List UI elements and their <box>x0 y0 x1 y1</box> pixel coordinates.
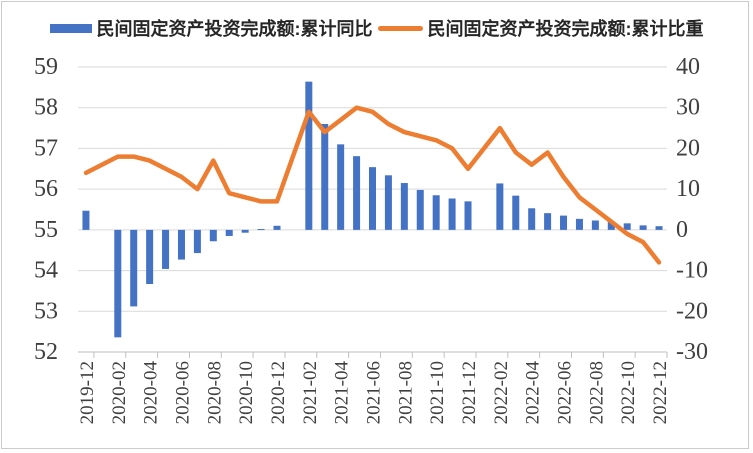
bar <box>177 229 185 260</box>
bar <box>82 210 90 230</box>
bar <box>448 198 456 230</box>
x-axis-tick-label: 2020-12 <box>268 361 289 424</box>
y-axis-right-tick-label: 30 <box>676 95 700 121</box>
bar <box>257 229 265 231</box>
bar <box>146 229 154 285</box>
bar <box>305 81 313 230</box>
x-axis-tick-label: 2022-10 <box>618 361 639 424</box>
bar <box>209 229 217 242</box>
y-axis-right-tick-label: 0 <box>676 217 688 243</box>
legend-bar-swatch <box>49 23 92 33</box>
bar <box>321 124 329 230</box>
bar <box>273 225 281 230</box>
bar <box>464 201 472 230</box>
y-axis-left-tick-label: 56 <box>34 176 58 202</box>
x-axis-tick-label: 2022-08 <box>586 361 607 424</box>
bar <box>512 195 520 230</box>
x-axis-tick-label: 2021-12 <box>459 361 480 424</box>
bar <box>432 195 440 230</box>
x-axis-tick-label: 2021-06 <box>364 361 385 424</box>
y-axis-left-tick-label: 54 <box>34 258 58 284</box>
x-axis-tick-label: 2022-02 <box>491 361 512 424</box>
bar <box>544 213 552 230</box>
bar <box>400 183 408 230</box>
bar <box>416 189 424 230</box>
y-axis-right-tick-label: 10 <box>676 176 700 202</box>
bar <box>639 225 647 230</box>
x-axis-tick-label: 2020-08 <box>204 361 225 424</box>
y-axis-left-tick-label: 57 <box>34 135 58 161</box>
x-axis-tick-label: 2021-08 <box>395 361 416 424</box>
y-axis-right-tick-label: 40 <box>676 54 700 80</box>
x-axis-tick-label: 2022-12 <box>650 361 671 424</box>
x-axis-tick-label: 2022-06 <box>555 361 576 424</box>
bar <box>655 226 663 230</box>
bar <box>623 223 631 230</box>
chart-legend: 民间固定资产投资完成额:累计同比 民间固定资产投资完成额:累计比重 <box>0 15 753 41</box>
y-axis-right-tick-label: -10 <box>676 258 708 284</box>
y-axis-left-tick-label: 55 <box>34 217 58 243</box>
x-axis-tick-label: 2020-06 <box>172 361 193 424</box>
bar <box>114 229 122 338</box>
line-path <box>83 105 662 265</box>
x-axis-tick-label: 2020-02 <box>109 361 130 424</box>
bar <box>607 221 615 230</box>
y-axis-right-tick-label: -30 <box>676 339 708 365</box>
x-axis-tick-label: 2019-12 <box>77 361 98 424</box>
bar <box>193 229 201 254</box>
bar <box>528 208 536 230</box>
legend-line-series-label: 民间固定资产投资完成额:累计比重 <box>427 19 704 39</box>
y-axis-right-tick-label: 20 <box>676 135 700 161</box>
bar <box>353 156 361 230</box>
bar <box>496 183 504 230</box>
x-axis-tick-label: 2020-10 <box>236 361 257 424</box>
y-axis-right-tick-label: -20 <box>676 298 708 324</box>
y-axis-left-tick-label: 58 <box>34 95 58 121</box>
bar <box>560 215 568 230</box>
x-axis-tick-label: 2021-10 <box>427 361 448 424</box>
y-axis-left-tick-label: 52 <box>34 339 58 365</box>
legend-bar-series-label: 民间固定资产投资完成额:累计同比 <box>96 19 373 39</box>
x-axis-tick-label: 2020-04 <box>141 361 162 425</box>
bar <box>162 229 170 269</box>
bar <box>591 220 599 230</box>
bar <box>130 229 138 307</box>
bar <box>241 229 249 233</box>
bar <box>225 229 233 236</box>
x-axis-tick-label: 2021-02 <box>300 361 321 424</box>
y-axis-left-tick-label: 53 <box>34 298 58 324</box>
y-axis-left-tick-label: 59 <box>34 54 58 80</box>
x-axis-tick-label: 2022-04 <box>523 361 544 425</box>
bar <box>575 218 583 230</box>
bar <box>337 144 345 230</box>
legend-line-swatch <box>377 25 423 31</box>
bar <box>369 167 376 230</box>
bar <box>384 175 392 230</box>
x-axis-tick-label: 2021-04 <box>332 361 353 425</box>
